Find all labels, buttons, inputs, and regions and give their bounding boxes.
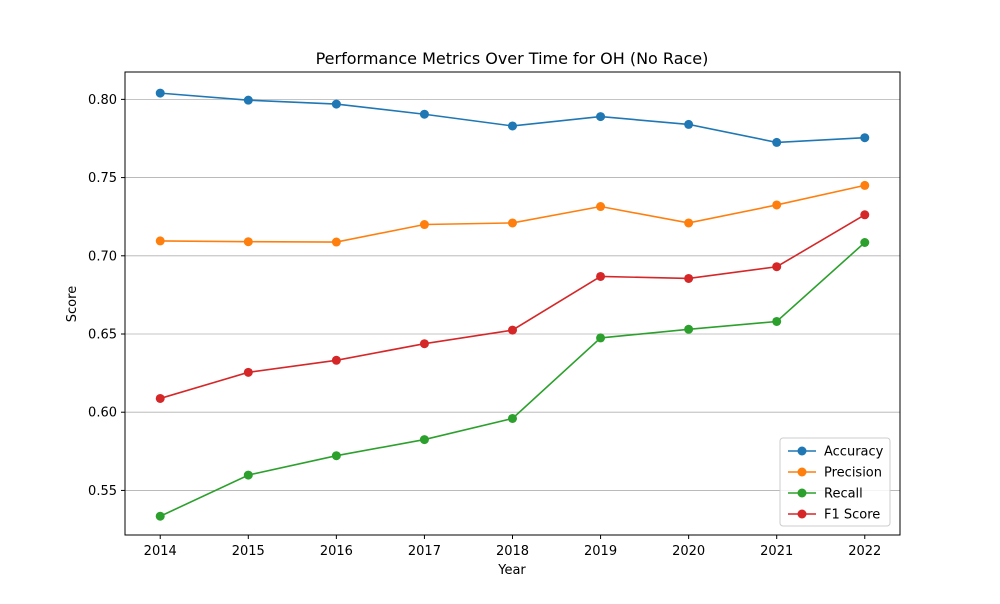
recall-point: [243, 470, 253, 480]
series-accuracy: [155, 88, 870, 147]
x-tick-label: 2021: [760, 544, 793, 559]
legend-box: [779, 437, 891, 527]
y-tick-label: 0.55: [88, 484, 117, 499]
y-tick-label: 0.75: [88, 171, 117, 186]
legend-marker: [797, 467, 807, 477]
y-axis-title: Score: [65, 286, 80, 322]
legend-item-recall: Recall: [788, 487, 863, 502]
legend-item-precision: Precision: [788, 466, 882, 481]
accuracy-point: [508, 121, 517, 131]
accuracy-point: [331, 99, 341, 109]
x-tick-label: 2017: [408, 544, 441, 559]
x-axis-ticks: 2014 2015 2016 2017 2018 2019 2020 2021 2022: [144, 535, 881, 559]
grid-lines: [125, 98, 900, 491]
precision-point: [596, 202, 606, 212]
f1-score-point: [419, 339, 429, 349]
x-tick-label: 2018: [496, 544, 529, 559]
f1-score-point: [243, 367, 253, 377]
accuracy-point: [243, 95, 253, 105]
x-tick-label: 2016: [320, 544, 353, 559]
y-tick-label: 0.80: [88, 93, 117, 108]
recall-point: [684, 324, 694, 334]
precision-point: [331, 237, 341, 247]
x-tick-label: 2019: [584, 544, 617, 559]
y-tick-label: 0.65: [88, 328, 117, 343]
recall-point: [155, 511, 165, 521]
series-recall: [155, 237, 870, 521]
precision-point: [508, 218, 517, 228]
accuracy-point: [419, 109, 429, 119]
legend-label: F1 Score: [824, 508, 880, 523]
recall-point: [508, 413, 517, 423]
legend-label: Recall: [824, 487, 863, 502]
legend-label: Precision: [824, 466, 882, 481]
f1-score-point: [772, 262, 782, 272]
recall-line: [159, 241, 866, 517]
y-axis-ticks: 0.55 0.60 0.65 0.70 0.75 0.80: [88, 93, 125, 499]
accuracy-line: [160, 92, 865, 144]
chart-title: Performance Metrics Over Time for OH (No…: [316, 49, 709, 68]
recall-point: [596, 333, 606, 343]
x-tick-label: 2022: [848, 544, 881, 559]
x-tick-label: 2020: [672, 544, 705, 559]
legend: Accuracy Precision Recall F1 Score: [779, 437, 891, 527]
accuracy-point: [596, 112, 606, 122]
legend-item-accuracy: Accuracy: [788, 445, 884, 460]
precision-line: [160, 184, 865, 243]
f1-score-point: [596, 271, 606, 281]
legend-label: Accuracy: [824, 445, 884, 460]
x-axis-title: Year: [497, 563, 526, 578]
precision-point: [684, 218, 694, 228]
x-tick-label: 2014: [144, 544, 177, 559]
precision-point: [419, 220, 429, 230]
legend-marker: [797, 509, 807, 519]
f1-score-point: [508, 325, 517, 335]
x-tick-label: 2015: [232, 544, 265, 559]
y-tick-label: 0.60: [88, 406, 117, 421]
precision-point: [860, 180, 870, 190]
recall-point: [331, 451, 341, 461]
legend-marker: [797, 446, 807, 456]
f1-score-point: [331, 355, 341, 365]
legend-item-f1-score: F1 Score: [788, 508, 880, 523]
series-f1-score: [155, 210, 870, 403]
recall-point: [419, 435, 429, 445]
recall-point: [860, 237, 870, 247]
f1-score-point: [155, 393, 165, 403]
series-precision: [155, 180, 870, 247]
precision-point: [155, 236, 165, 246]
accuracy-point: [860, 133, 870, 143]
series-layer: [155, 88, 870, 521]
f1-score-point: [684, 273, 694, 283]
precision-point: [243, 237, 253, 247]
legend-marker: [797, 488, 807, 498]
precision-point: [772, 200, 782, 210]
accuracy-point: [772, 137, 782, 147]
accuracy-point: [684, 119, 694, 129]
y-tick-label: 0.70: [88, 249, 117, 264]
accuracy-point: [155, 88, 165, 98]
recall-point: [772, 316, 782, 326]
f1-score-point: [860, 210, 870, 220]
